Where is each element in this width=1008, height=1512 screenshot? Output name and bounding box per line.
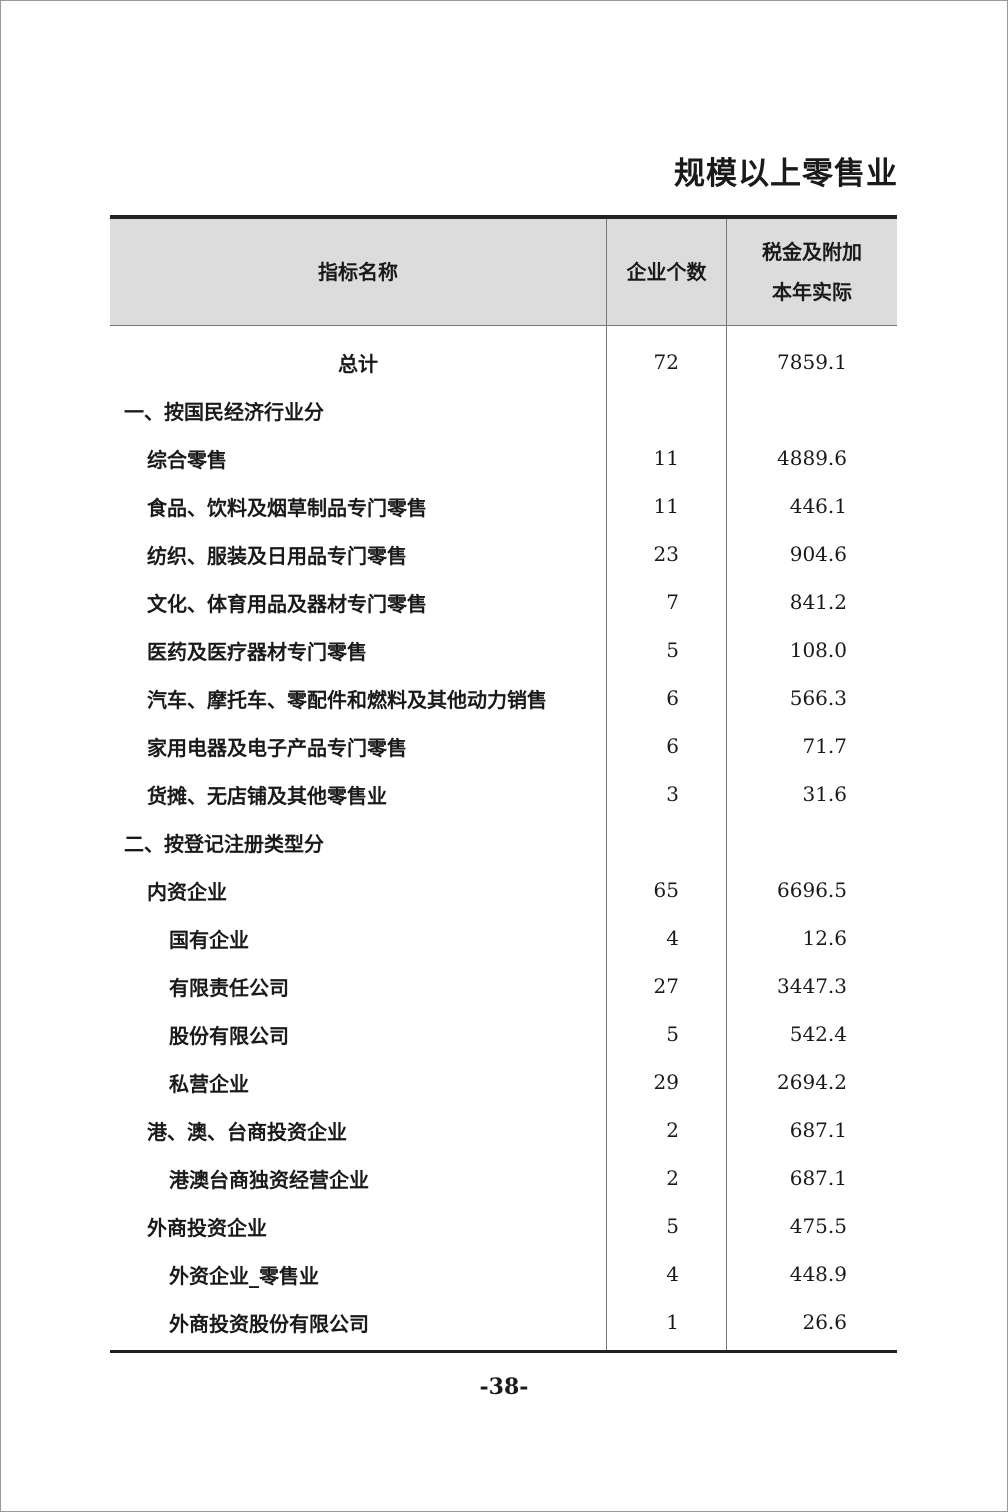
table-row: 食品、饮料及烟草制品专门零售 11 446.1 [110,482,897,530]
table-row: 内资企业 65 6696.5 [110,866,897,914]
table-row: 一、按国民经济行业分 [110,386,897,434]
table-row: 货摊、无店铺及其他零售业 3 31.6 [110,770,897,818]
table-row: 文化、体育用品及器材专门零售 7 841.2 [110,578,897,626]
table-row: 有限责任公司 27 3447.3 [110,962,897,1010]
row-count [606,818,726,866]
row-name: 货摊、无店铺及其他零售业 [147,783,387,808]
row-name: 内资企业 [147,879,227,904]
row-value: 7859.1 [777,350,847,374]
row-value: 448.9 [789,1262,847,1286]
row-name: 港、澳、台商投资企业 [147,1119,347,1144]
table-row: 外商投资企业 5 475.5 [110,1202,897,1250]
header-tax-line2: 本年实际 [772,280,852,304]
row-count: 7 [666,590,679,614]
row-name: 私营企业 [169,1071,249,1096]
row-value: 71.7 [802,734,847,758]
table-row: 家用电器及电子产品专门零售 6 71.7 [110,722,897,770]
data-table: 指标名称 企业个数 税金及附加 本年实际 总计 72 7859.1 一、按国民经济行… [110,215,897,1353]
row-value: 12.6 [802,926,847,950]
row-name: 文化、体育用品及器材专门零售 [147,591,427,616]
table-row: 外资企业_零售业 4 448.9 [110,1250,897,1298]
row-value: 475.5 [789,1214,847,1238]
row-name: 有限责任公司 [169,975,289,1000]
row-count: 27 [653,974,679,998]
table-row: 港澳台商独资经营企业 2 687.1 [110,1154,897,1202]
table-bottom-rule [110,1350,897,1353]
row-value: 566.3 [789,686,847,710]
row-value: 446.1 [789,494,847,518]
table-row: 总计 72 7859.1 [110,338,897,386]
row-name: 食品、饮料及烟草制品专门零售 [147,495,427,520]
row-count [606,386,726,434]
page-number: -38- [479,1374,529,1400]
row-count: 11 [653,446,679,470]
table-row: 医药及医疗器材专门零售 5 108.0 [110,626,897,674]
row-name: 汽车、摩托车、零配件和燃料及其他动力销售 [147,687,547,712]
table-header: 指标名称 企业个数 税金及附加本年实际 [110,219,897,326]
row-count: 1 [666,1310,679,1334]
table-row: 综合零售 11 4889.6 [110,434,897,482]
header-enterprise-count: 企业个数 [606,219,726,325]
column-divider [726,325,727,1350]
row-count: 2 [666,1118,679,1142]
row-count: 2 [666,1166,679,1190]
table-row: 汽车、摩托车、零配件和燃料及其他动力销售 6 566.3 [110,674,897,722]
row-count: 6 [666,734,679,758]
row-name: 国有企业 [169,927,249,952]
row-count: 4 [666,1262,679,1286]
table-body: 总计 72 7859.1 一、按国民经济行业分 综合零售 11 4889.6 食品、… [110,326,897,1350]
row-name: 二、按登记注册类型分 [124,831,324,856]
row-name: 医药及医疗器材专门零售 [147,639,367,664]
header-tax: 税金及附加 本年实际 [726,219,897,325]
table-row: 国有企业 4 12.6 [110,914,897,962]
row-value: 3447.3 [777,974,847,998]
row-count: 5 [666,1022,679,1046]
row-name: 股份有限公司 [169,1023,289,1048]
table-row: 外商投资股份有限公司 1 26.6 [110,1298,897,1346]
row-name: 家用电器及电子产品专门零售 [147,735,407,760]
row-value: 6696.5 [777,878,847,902]
row-name: 外资企业_零售业 [169,1263,319,1288]
row-count: 5 [666,1214,679,1238]
row-value: 26.6 [802,1310,847,1334]
row-value: 2694.2 [777,1070,847,1094]
row-count: 3 [666,782,679,806]
row-count: 5 [666,638,679,662]
row-value [726,386,897,434]
row-value: 542.4 [789,1022,847,1046]
row-count: 65 [653,878,679,902]
table-row: 纺织、服装及日用品专门零售 23 904.6 [110,530,897,578]
table-row: 二、按登记注册类型分 [110,818,897,866]
row-value: 841.2 [789,590,847,614]
row-count: 72 [653,350,679,374]
table-top-rule [110,215,897,219]
column-divider [606,325,607,1350]
row-count: 23 [653,542,679,566]
row-count: 11 [653,494,679,518]
header-indicator-name: 指标名称 [318,260,398,284]
row-name: 一、按国民经济行业分 [124,399,324,424]
row-value: 108.0 [789,638,847,662]
row-value: 31.6 [802,782,847,806]
row-value: 687.1 [789,1118,847,1142]
row-value [726,818,897,866]
row-name: 总计 [338,351,378,376]
row-value: 4889.6 [777,446,847,470]
row-count: 29 [653,1070,679,1094]
row-name: 综合零售 [147,447,227,472]
row-count: 4 [666,926,679,950]
row-value: 687.1 [789,1166,847,1190]
row-count: 6 [666,686,679,710]
page-title: 规模以上零售业 [674,156,898,192]
table-row: 港、澳、台商投资企业 2 687.1 [110,1106,897,1154]
row-name: 外商投资股份有限公司 [169,1311,369,1336]
header-tax-line1: 税金及附加 [762,240,862,264]
row-name: 外商投资企业 [147,1215,267,1240]
table-row: 私营企业 29 2694.2 [110,1058,897,1106]
table-row: 股份有限公司 5 542.4 [110,1010,897,1058]
row-name: 纺织、服装及日用品专门零售 [147,543,407,568]
row-name: 港澳台商独资经营企业 [169,1167,369,1192]
row-value: 904.6 [789,542,847,566]
